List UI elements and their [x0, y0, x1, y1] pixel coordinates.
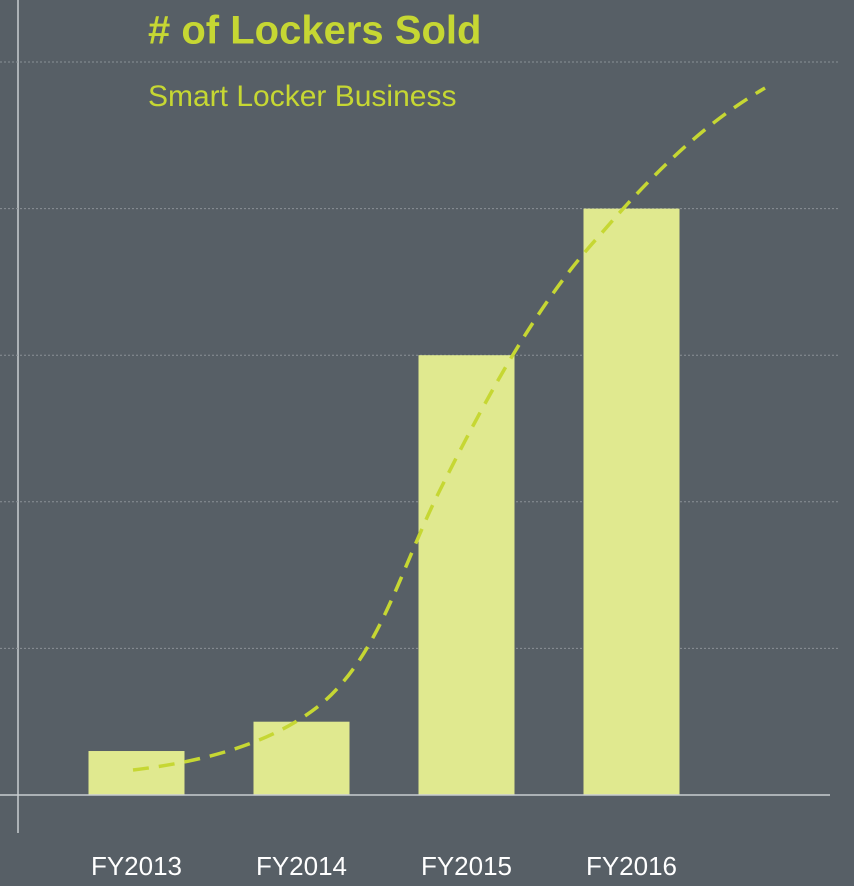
x-tick-label: FY2014 — [256, 851, 347, 881]
bars — [88, 208, 680, 796]
chart-title: # of Lockers Sold — [148, 9, 481, 53]
bar — [583, 208, 680, 796]
x-tick-label: FY2016 — [586, 851, 677, 881]
bar — [88, 751, 185, 795]
bar — [418, 355, 515, 795]
x-tick-label: FY2013 — [91, 851, 182, 881]
x-tick-label: FY2015 — [421, 851, 512, 881]
chart-subtitle: Smart Locker Business — [148, 80, 456, 113]
bar — [253, 721, 350, 795]
trend-curve — [132, 86, 766, 772]
x-labels: FY2013 FY2014 FY2015 FY2016 — [91, 851, 677, 881]
